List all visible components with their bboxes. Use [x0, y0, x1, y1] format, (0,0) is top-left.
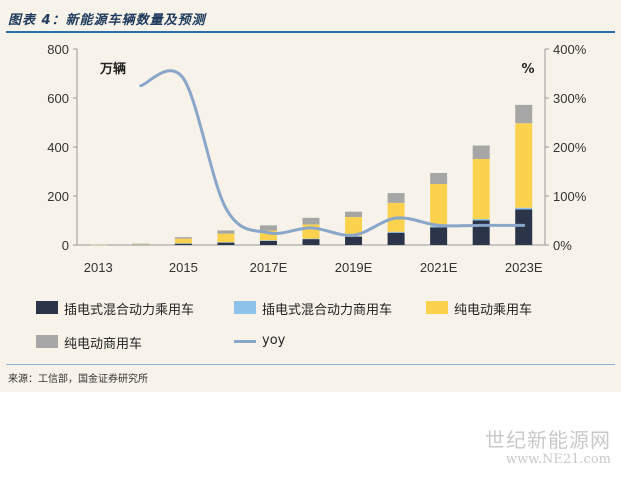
legend-label-5: yoy	[262, 333, 286, 348]
bar-segment-1	[217, 242, 235, 245]
y-left-tick-label: 400	[47, 140, 69, 155]
y-left-unit-label: 万辆	[99, 61, 126, 77]
chart: 0 200 400 600 800 0% 100% 200% 300% 400% 万辆 % 2013 20…	[47, 42, 587, 275]
bar-segment-3	[259, 230, 277, 241]
bar-segment-3	[472, 159, 490, 220]
bar-segment-2	[387, 231, 405, 233]
watermark-url: www.NE21.com	[506, 452, 611, 467]
bar-segment-3	[515, 123, 533, 208]
bar-segment-4	[217, 230, 235, 234]
legend-label-4: 纯电动商用车	[64, 337, 143, 352]
legend-swatch-3	[426, 301, 448, 314]
y-right-tick-label: 100%	[553, 189, 587, 204]
bar-segment-4	[345, 211, 363, 218]
watermark-title: 世纪新能源网	[485, 428, 611, 452]
bar-segment-4	[472, 145, 490, 160]
figure-title: 图表 4：新能源车辆数量及预测	[8, 13, 206, 28]
bar-segment-2	[515, 207, 533, 210]
y-right-tick-label: 200%	[553, 140, 587, 155]
bar-segment-3	[345, 217, 363, 236]
bar-segment-2	[302, 238, 320, 240]
bar-segment-1	[430, 227, 448, 245]
bar-segment-1	[259, 240, 277, 245]
bar-segment-1	[302, 239, 320, 245]
legend-label-2: 插电式混合动力商用车	[262, 303, 393, 318]
bar-segment-2	[259, 240, 277, 241]
y-left-tick-label: 800	[47, 42, 69, 57]
source-divider	[6, 364, 615, 365]
y-left-tick-label: 0	[62, 238, 69, 253]
x-tick-label: 2015	[169, 260, 198, 275]
legend-label-3: 纯电动乘用车	[454, 303, 533, 318]
yoy-line	[139, 69, 526, 237]
source-note: 来源：工信部，国金证券研究所	[8, 374, 148, 385]
bar-segment-3	[174, 238, 192, 244]
bar-segment-1	[174, 243, 192, 245]
title-divider	[6, 31, 615, 33]
y-right-tick-label: 0%	[553, 238, 572, 253]
legend-swatch-5	[234, 340, 256, 343]
y-right-tick-label: 300%	[553, 91, 587, 106]
x-tick-label: 2021E	[420, 260, 458, 275]
bar-segment-4	[387, 193, 405, 203]
bar-segment-1	[515, 209, 533, 245]
x-tick-label: 2023E	[505, 260, 543, 275]
bar-segment-4	[89, 244, 107, 246]
y-left-tick-label: 200	[47, 189, 69, 204]
legend-label-1: 插电式混合动力乘用车	[64, 303, 195, 318]
bar-segment-4	[174, 237, 192, 239]
x-tick-label: 2019E	[335, 260, 373, 275]
watermark: 世纪新能源网 www.NE21.com	[485, 428, 611, 468]
bar-segment-4	[515, 104, 533, 124]
legend-swatch-4	[36, 335, 58, 348]
y-left-tick-label: 600	[47, 91, 69, 106]
bar-segment-4	[430, 172, 448, 184]
x-tick-label: 2017E	[250, 260, 288, 275]
y-right-unit-label: %	[521, 62, 534, 77]
figure-panel: 图表 4：新能源车辆数量及预测 0 200 400 600 800 0% 100% 200% 3…	[0, 0, 621, 392]
bar-segment-4	[132, 243, 150, 245]
y-right-tick-label: 400%	[553, 42, 587, 57]
bar-segment-1	[387, 232, 405, 245]
bar-segment-2	[174, 243, 192, 244]
bar-segment-4	[259, 225, 277, 231]
bar-segment-3	[217, 233, 235, 243]
bar-segment-1	[345, 236, 363, 245]
legend-swatch-1	[36, 301, 58, 314]
legend-swatch-2	[234, 301, 256, 314]
bar-segment-4	[302, 217, 320, 225]
x-tick-label: 2013	[84, 260, 113, 275]
bar-segment-2	[472, 219, 490, 221]
bar-segment-2	[217, 242, 235, 243]
bar-segment-3	[430, 183, 448, 227]
bar-segment-2	[132, 244, 150, 246]
